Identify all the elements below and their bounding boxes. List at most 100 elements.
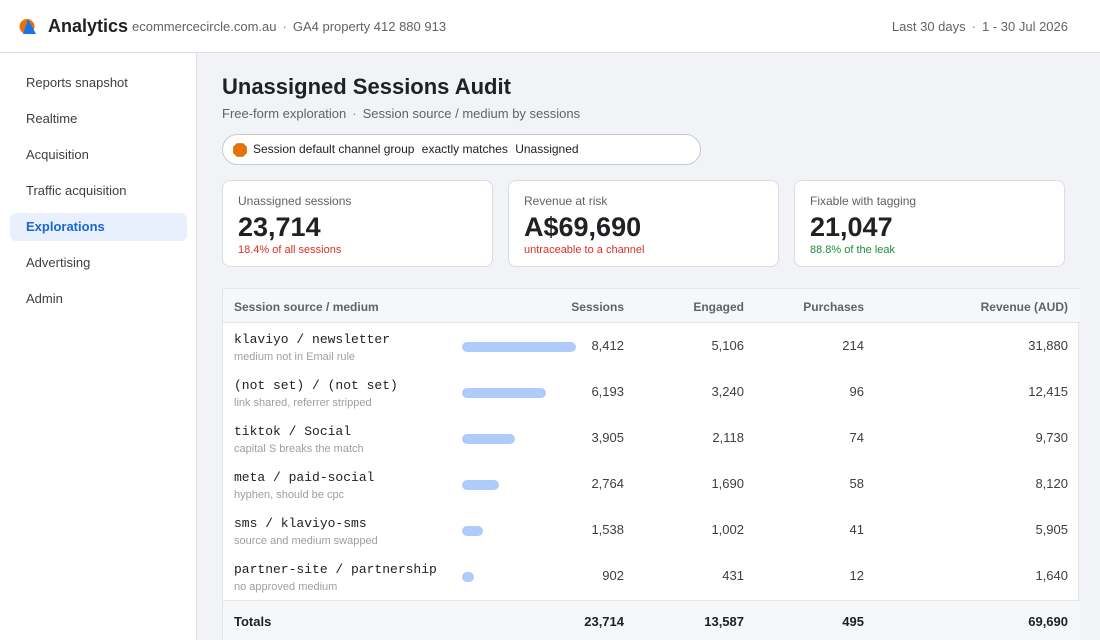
kpi-card-unassigned-sessions: Unassigned sessions 23,714 18.4% of all … [222, 180, 493, 267]
sessions-value: 1,538 [591, 522, 624, 537]
sessions-bar [462, 480, 499, 490]
sidebar-item-reports-snapshot[interactable]: Reports snapshot [26, 75, 128, 90]
purchases-value: 12 [849, 568, 864, 583]
kpi-note: 88.8% of the leak [810, 244, 896, 256]
sessions-bar [462, 526, 483, 536]
table-row[interactable]: klaviyo / newsletter medium not in Email… [223, 323, 1080, 369]
sessions-bar [462, 342, 576, 352]
column-header-revenue[interactable]: Revenue (AUD) [980, 300, 1068, 314]
kpi-note: untraceable to a channel [524, 244, 645, 256]
main-content: Unassigned Sessions Audit Free-form expl… [197, 53, 1100, 640]
property-selector[interactable]: ecommercecircle.com.au · GA4 property 412 … [132, 19, 447, 34]
kpi-value: 23,714 [238, 212, 321, 242]
row-note: link shared, referrer stripped [234, 397, 372, 409]
engaged-value: 5,106 [711, 338, 744, 353]
purchases-value: 58 [849, 476, 864, 491]
revenue-value: 9,730 [1035, 430, 1068, 445]
sessions-value: 902 [602, 568, 624, 583]
date-range-picker[interactable]: Last 30 days · 1 - 30 Jul 2026 [891, 19, 1068, 34]
analytics-logo-icon [19, 19, 36, 34]
date-range: 1 - 30 Jul 2026 [981, 19, 1068, 34]
top-bar: Analytics ecommercecircle.com.au · GA4 pro… [0, 0, 1100, 53]
row-note: hyphen, should be cpc [234, 489, 345, 501]
source-medium: meta / paid-social [234, 470, 375, 485]
sessions-bar [462, 434, 515, 444]
table-row[interactable]: (not set) / (not set) link shared, refer… [223, 369, 1080, 415]
sessions-value: 6,193 [591, 384, 624, 399]
page-subtitle: Free-form exploration · Session source / m… [222, 106, 581, 121]
column-header-engaged[interactable]: Engaged [693, 300, 744, 314]
column-header-purchases[interactable]: Purchases [803, 300, 864, 314]
sidebar-item-admin[interactable]: Admin [26, 291, 63, 306]
revenue-value: 31,880 [1028, 338, 1068, 353]
engaged-value: 2,118 [712, 430, 744, 445]
table-row[interactable]: meta / paid-social hyphen, should be cpc… [223, 461, 1080, 507]
filter-operator: exactly matches [421, 142, 508, 156]
property-id: GA4 property 412 880 913 [292, 19, 447, 34]
filter-icon [233, 143, 247, 157]
revenue-value: 8,120 [1035, 476, 1068, 491]
table-header: Session source / medium Sessions Engaged… [223, 289, 1080, 323]
sidebar-item-explorations[interactable]: Explorations [10, 213, 187, 241]
row-note: medium not in Email rule [234, 351, 356, 363]
sessions-value: 2,764 [591, 476, 624, 491]
purchases-value: 214 [842, 338, 864, 353]
filter-chip[interactable]: Session default channel group exactly ma… [222, 134, 701, 165]
kpi-value: A$69,690 [524, 212, 642, 242]
exploration-detail: Session source / medium by sessions [362, 106, 581, 121]
kpi-label: Revenue at risk [524, 194, 608, 208]
filter-dimension: Session default channel group [253, 142, 415, 156]
kpi-label: Unassigned sessions [238, 194, 352, 208]
column-header-source[interactable]: Session source / medium [234, 300, 379, 314]
exploration-type: Free-form exploration [222, 106, 347, 121]
site-name: ecommercecircle.com.au [132, 19, 277, 34]
sidebar-item-acquisition[interactable]: Acquisition [26, 147, 89, 162]
sessions-bar [462, 572, 474, 582]
sidebar: Reports snapshot Realtime Acquisition Tr… [0, 53, 197, 640]
sidebar-item-advertising[interactable]: Advertising [26, 255, 91, 270]
kpi-card-revenue-at-risk: Revenue at risk A$69,690 untraceable to … [508, 180, 779, 267]
kpi-card-fixable-with-tagging: Fixable with tagging 21,047 88.8% of the… [794, 180, 1065, 267]
total-sessions: 23,714 [584, 614, 624, 629]
row-note: no approved medium [234, 581, 338, 593]
kpi-note: 18.4% of all sessions [238, 244, 342, 256]
sidebar-item-traffic-acquisition[interactable]: Traffic acquisition [26, 183, 127, 198]
row-note: source and medium swapped [234, 535, 378, 547]
revenue-value: 1,640 [1035, 568, 1068, 583]
totals-row: Totals 23,714 13,587 495 69,690 [223, 600, 1080, 640]
purchases-value: 74 [849, 430, 864, 445]
purchases-value: 41 [849, 522, 864, 537]
source-medium: sms / klaviyo-sms [234, 516, 367, 531]
sidebar-item-realtime[interactable]: Realtime [26, 111, 78, 126]
row-note: capital S breaks the match [234, 443, 364, 455]
revenue-value: 5,905 [1035, 522, 1068, 537]
source-medium: (not set) / (not set) [234, 378, 398, 393]
purchases-value: 96 [849, 384, 864, 399]
date-preset: Last 30 days [891, 19, 966, 34]
total-revenue: 69,690 [1028, 614, 1068, 629]
source-medium: klaviyo / newsletter [234, 332, 391, 347]
sessions-bar [462, 388, 546, 398]
filter-value: Unassigned [515, 142, 579, 156]
sessions-value: 3,905 [591, 430, 624, 445]
exploration-table: Session source / medium Sessions Engaged… [222, 288, 1080, 640]
engaged-value: 3,240 [711, 384, 744, 399]
total-purchases: 495 [842, 614, 864, 629]
kpi-value: 21,047 [810, 212, 893, 242]
table-row[interactable]: sms / klaviyo-sms source and medium swap… [223, 507, 1080, 553]
source-medium: partner-site / partnership [234, 562, 437, 577]
engaged-value: 1,690 [711, 476, 744, 491]
sessions-value: 8,412 [591, 338, 624, 353]
table-row[interactable]: tiktok / Social capital S breaks the mat… [223, 415, 1080, 461]
table-row[interactable]: partner-site / partnership no approved m… [223, 553, 1080, 599]
source-medium: tiktok / Social [234, 424, 352, 439]
page-title: Unassigned Sessions Audit [222, 74, 511, 99]
app-title: Analytics [48, 16, 129, 36]
revenue-value: 12,415 [1028, 384, 1068, 399]
column-header-sessions[interactable]: Sessions [571, 300, 624, 314]
total-engaged: 13,587 [704, 614, 744, 629]
kpi-label: Fixable with tagging [810, 194, 917, 208]
engaged-value: 431 [722, 568, 744, 583]
engaged-value: 1,002 [711, 522, 744, 537]
totals-label: Totals [234, 614, 272, 629]
